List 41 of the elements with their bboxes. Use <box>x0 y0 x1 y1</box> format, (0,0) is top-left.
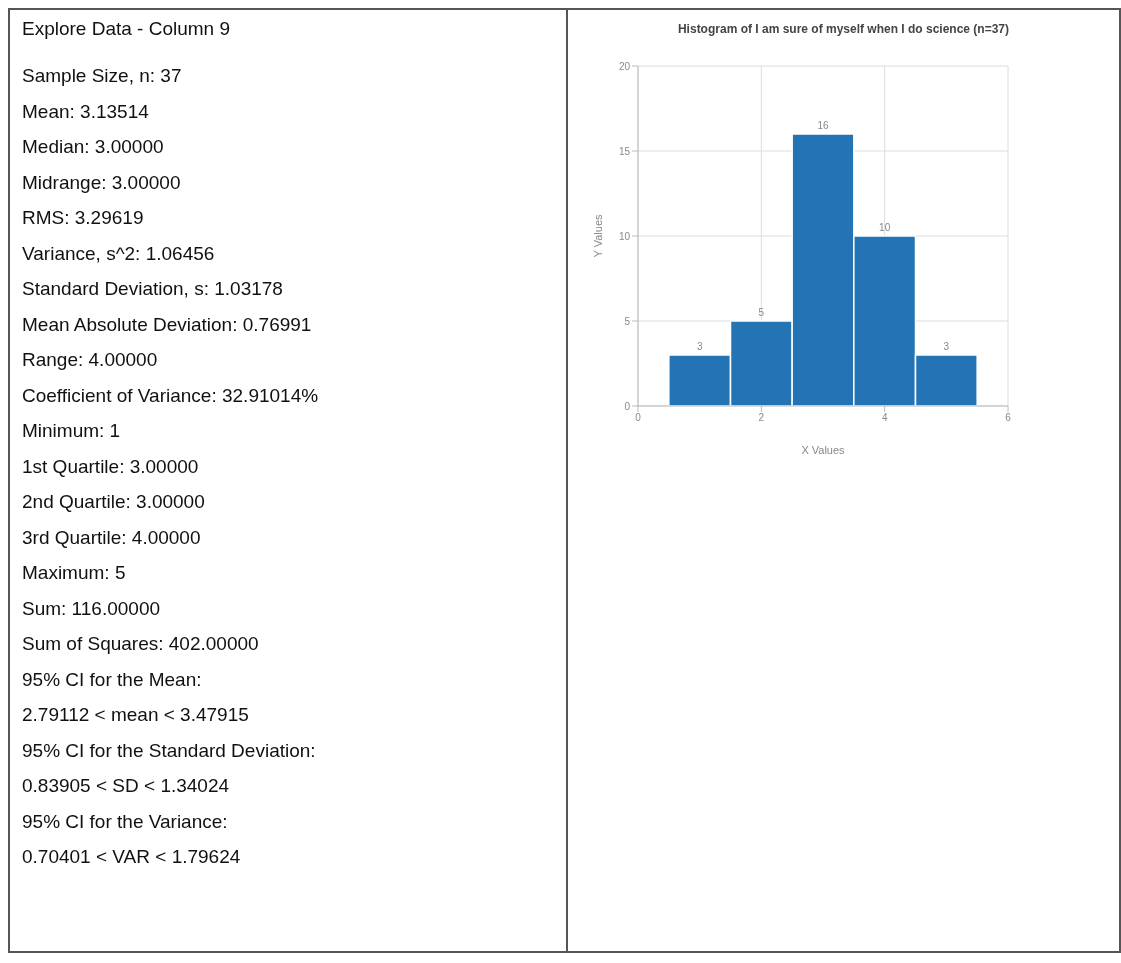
x-axis-title: X Values <box>801 444 846 456</box>
text: Explore Data - Column 9 <box>22 18 232 40</box>
text: 2nd Quartile: 3.00000 <box>22 490 206 514</box>
y-tick-label: 15 <box>618 145 631 157</box>
text: Mean: 3.13514 <box>22 99 150 124</box>
text: Sample Size, n: 37 <box>22 64 183 88</box>
data-label: 16 <box>817 120 829 131</box>
text: 0.83905 < SD < 1.34024 <box>22 774 231 798</box>
text: 1st Quartile: 3.00000 <box>22 454 200 479</box>
text: Range: 4.00000 <box>22 348 159 372</box>
text: Variance, s^2: 1.06456 <box>22 241 216 266</box>
text: Midrange: 3.00000 <box>22 170 182 195</box>
text: Median: 3.00000 <box>22 135 165 159</box>
text: Mean Absolute Deviation: 0.76991 <box>22 312 313 337</box>
x-tick-label: 0 <box>635 412 642 424</box>
data-label: 3 <box>943 341 950 352</box>
data-label: 5 <box>758 307 765 318</box>
text: RMS: 3.29619 <box>22 206 145 230</box>
text: Sum: 116.00000 <box>22 596 162 621</box>
text: Coefficient of Variance: 32.91014% <box>22 383 320 408</box>
y-tick-label: 0 <box>624 400 631 412</box>
text: Minimum: 1 <box>22 419 122 443</box>
y-tick-label: 5 <box>624 315 631 327</box>
y-axis-title: Y Values <box>591 214 604 258</box>
text: 95% CI for the Mean: <box>22 667 203 692</box>
text: Sum of Squares: 402.00000 <box>22 632 260 656</box>
text: 3rd Quartile: 4.00000 <box>22 525 202 550</box>
text: 95% CI for the Variance: <box>22 809 229 834</box>
x-tick-label: 2 <box>758 412 765 424</box>
y-tick-label: 20 <box>618 60 631 72</box>
x-tick-label: 4 <box>881 412 888 424</box>
data-label: 10 <box>879 222 891 233</box>
chart-title: Histogram of I am sure of myself when I do science (n=37) <box>676 22 1011 36</box>
text: 0.70401 < VAR < 1.79624 <box>22 845 242 869</box>
text: 95% CI for the Standard Deviation: <box>22 738 317 763</box>
data-label: 3 <box>696 341 703 352</box>
text: Maximum: 5 <box>22 561 127 585</box>
text: 2.79112 < mean < 3.47915 <box>22 703 250 727</box>
y-tick-label: 10 <box>618 230 631 242</box>
text: Standard Deviation, s: 1.03178 <box>22 277 284 301</box>
x-tick-label: 6 <box>1005 412 1012 424</box>
